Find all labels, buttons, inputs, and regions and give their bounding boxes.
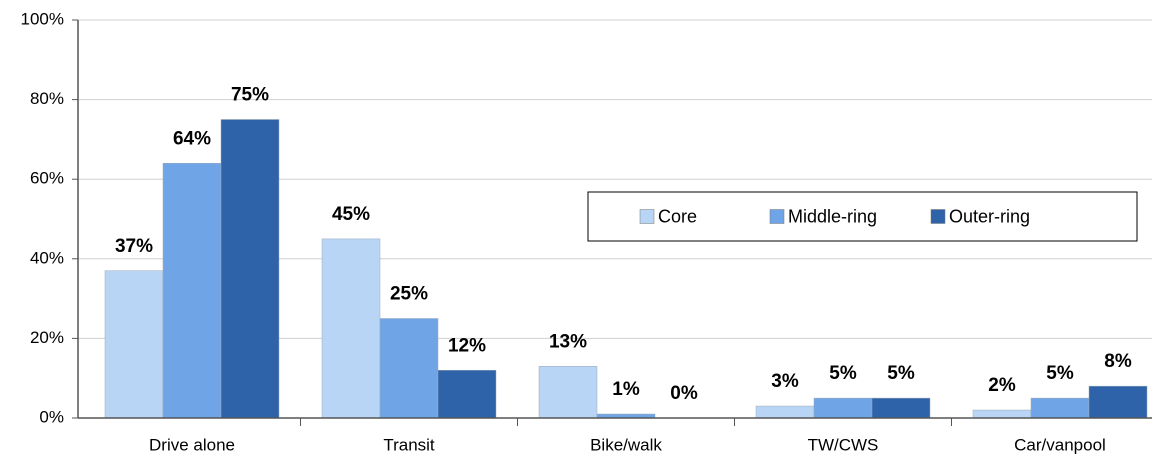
bar xyxy=(104,270,164,419)
x-tick-label: TW/CWS xyxy=(808,435,879,454)
legend-box xyxy=(587,191,1138,242)
x-tick-label: Drive alone xyxy=(149,435,235,454)
y-tick-label: 40% xyxy=(30,248,64,267)
value-label: 0% xyxy=(670,383,698,404)
bar xyxy=(538,366,598,419)
bar xyxy=(972,409,1032,419)
x-tick-label: Transit xyxy=(383,435,435,454)
value-label: 1% xyxy=(612,379,640,400)
bar xyxy=(813,397,873,419)
value-label: 45% xyxy=(332,204,370,225)
legend-label: Core xyxy=(658,206,697,226)
value-label: 5% xyxy=(887,363,915,384)
value-label: 5% xyxy=(829,363,857,384)
y-tick-label: 0% xyxy=(39,407,64,426)
value-label: 13% xyxy=(549,331,587,352)
bar xyxy=(220,119,280,419)
value-label: 5% xyxy=(1046,363,1074,384)
x-tick-label: Car/vanpool xyxy=(1014,435,1106,454)
x-tick-label: Bike/walk xyxy=(590,435,662,454)
y-tick-label: 80% xyxy=(30,89,64,108)
bar xyxy=(437,369,497,419)
legend-label: Middle-ring xyxy=(788,206,877,226)
legend-label: Outer-ring xyxy=(949,206,1030,226)
value-label: 3% xyxy=(771,371,799,392)
y-tick-label: 60% xyxy=(30,169,64,188)
bar xyxy=(871,397,931,419)
legend-swatch xyxy=(769,209,785,224)
value-label: 12% xyxy=(448,335,486,356)
value-label: 25% xyxy=(390,284,428,305)
bar xyxy=(1088,385,1148,419)
value-label: 2% xyxy=(988,375,1016,396)
y-tick-label: 20% xyxy=(30,328,64,347)
legend-swatch xyxy=(930,209,946,224)
bar xyxy=(321,238,381,419)
bar xyxy=(755,405,815,419)
y-tick-label: 100% xyxy=(21,9,64,28)
bar xyxy=(379,318,439,419)
value-label: 64% xyxy=(173,128,211,149)
legend: Core Middle-ring Outer-ring xyxy=(587,191,1138,242)
value-label: 75% xyxy=(231,85,269,106)
value-label: 37% xyxy=(115,236,153,257)
legend-swatch xyxy=(639,209,655,224)
bar xyxy=(162,163,222,419)
bar xyxy=(1030,397,1090,419)
value-label: 8% xyxy=(1104,351,1132,372)
